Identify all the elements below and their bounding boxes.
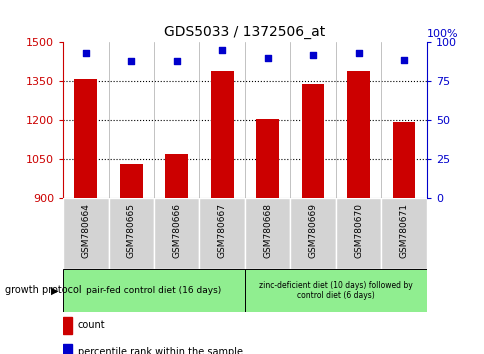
Bar: [244, 269, 426, 312]
Text: GSM780668: GSM780668: [263, 203, 272, 258]
Bar: [290, 198, 335, 269]
Text: pair-fed control diet (16 days): pair-fed control diet (16 days): [86, 286, 221, 295]
Bar: [347, 71, 369, 198]
Point: [82, 51, 90, 56]
Bar: [380, 198, 426, 269]
Bar: [63, 269, 244, 312]
Point: [172, 58, 180, 64]
Text: growth protocol: growth protocol: [5, 285, 81, 295]
Text: GSM780664: GSM780664: [81, 203, 90, 258]
Text: GSM780666: GSM780666: [172, 203, 181, 258]
Bar: [63, 198, 108, 269]
Bar: [256, 119, 278, 198]
Bar: [63, 317, 72, 334]
Point: [218, 47, 226, 53]
Bar: [63, 344, 72, 354]
Point: [354, 51, 362, 56]
Bar: [120, 165, 142, 198]
Text: zinc-deficient diet (10 days) followed by
control diet (6 days): zinc-deficient diet (10 days) followed b…: [258, 281, 412, 300]
Bar: [301, 84, 324, 198]
Bar: [165, 154, 188, 198]
Point: [309, 52, 317, 58]
Bar: [153, 198, 199, 269]
Bar: [335, 198, 380, 269]
Text: GSM780671: GSM780671: [399, 203, 408, 258]
Point: [127, 58, 135, 64]
Bar: [108, 198, 153, 269]
Text: GSM780665: GSM780665: [126, 203, 136, 258]
Text: ▶: ▶: [51, 285, 58, 295]
Text: 100%: 100%: [426, 29, 457, 39]
Text: GSM780667: GSM780667: [217, 203, 226, 258]
Bar: [392, 122, 415, 198]
Text: count: count: [77, 320, 105, 330]
Point: [263, 55, 271, 61]
Text: percentile rank within the sample: percentile rank within the sample: [77, 347, 242, 354]
Text: GSM780669: GSM780669: [308, 203, 317, 258]
Bar: [211, 71, 233, 198]
Point: [399, 57, 407, 62]
Bar: [244, 198, 290, 269]
Bar: [74, 79, 97, 198]
Bar: [199, 198, 244, 269]
Text: GSM780670: GSM780670: [353, 203, 363, 258]
Title: GDS5033 / 1372506_at: GDS5033 / 1372506_at: [164, 25, 325, 39]
